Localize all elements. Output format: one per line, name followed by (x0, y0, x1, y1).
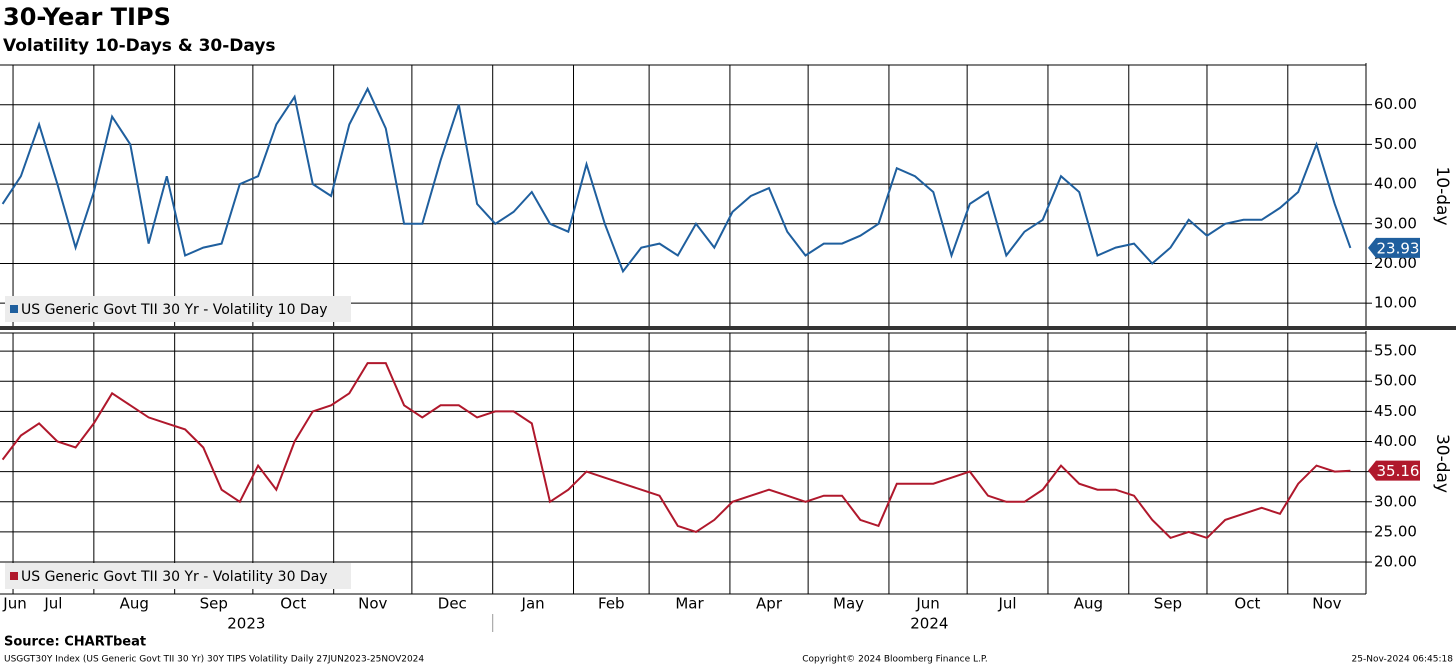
y-axis-label: 30-day (1432, 434, 1452, 493)
y-tick-label: 40.00 (1374, 175, 1417, 193)
legend-label: US Generic Govt TII 30 Yr - Volatility 1… (21, 302, 328, 318)
y-tick-label: 50.00 (1374, 135, 1417, 153)
legend-box (5, 296, 351, 322)
x-tick-label: Nov (358, 595, 387, 613)
y-tick-label: 10.00 (1374, 294, 1417, 312)
x-tick-label: Oct (280, 595, 306, 613)
y-axis-label: 10-day (1432, 166, 1452, 225)
y-tick-label: 50.00 (1374, 372, 1417, 390)
series-line (1, 362, 1351, 540)
legend-swatch (10, 305, 18, 313)
legend-label: US Generic Govt TII 30 Yr - Volatility 3… (21, 569, 328, 585)
footer-right: 25-Nov-2024 06:45:18 (1352, 655, 1454, 665)
x-tick-label: Jul (998, 595, 1017, 613)
series-line (1, 86, 1352, 274)
y-tick-label: 60.00 (1374, 95, 1417, 113)
legend-swatch (10, 572, 18, 580)
last-value-box (1368, 237, 1420, 258)
x-tick-label: Feb (598, 595, 625, 613)
last-value-label: 23.93 (1377, 239, 1420, 257)
y-tick-label: 20.00 (1374, 553, 1417, 571)
y-tick-label: 30.00 (1374, 492, 1417, 510)
year-label: 2023 (227, 615, 265, 633)
x-tick-label: Dec (438, 595, 467, 613)
x-tick-label: Jul (43, 595, 62, 613)
x-tick-label: Apr (756, 595, 783, 613)
y-tick-label: 30.00 (1374, 214, 1417, 232)
x-tick-label: Oct (1234, 595, 1260, 613)
year-label: 2024 (910, 615, 948, 633)
footer-center: Copyright© 2024 Bloomberg Finance L.P. (802, 655, 987, 665)
y-tick-label: 55.00 (1374, 342, 1417, 360)
y-tick-label: 20.00 (1374, 254, 1417, 272)
panel-separator (0, 326, 1456, 330)
x-tick-label: Aug (120, 595, 149, 613)
y-tick-label: 40.00 (1374, 432, 1417, 450)
x-tick-label: Sep (200, 595, 228, 613)
x-tick-label: Mar (675, 595, 704, 613)
footer-left: USGGT30Y Index (US Generic Govt TII 30 Y… (4, 655, 424, 665)
x-tick-label: Jun (915, 595, 939, 613)
x-tick-label: May (833, 595, 864, 613)
last-value-label: 35.16 (1377, 462, 1420, 480)
y-tick-label: 25.00 (1374, 522, 1417, 540)
x-tick-label: Sep (1154, 595, 1182, 613)
chart-subtitle: Volatility 10-Days & 30-Days (3, 36, 276, 56)
x-tick-label: Jan (521, 595, 545, 613)
legend-box (5, 563, 351, 589)
y-tick-label: 45.00 (1374, 402, 1417, 420)
x-tick-label: Nov (1312, 595, 1341, 613)
x-tick-label: Aug (1074, 595, 1103, 613)
chart-title: 30-Year TIPS (3, 3, 171, 31)
source: Source: CHARTbeat (4, 635, 146, 650)
x-tick-label: Jun (2, 595, 26, 613)
last-value-box (1368, 460, 1420, 481)
